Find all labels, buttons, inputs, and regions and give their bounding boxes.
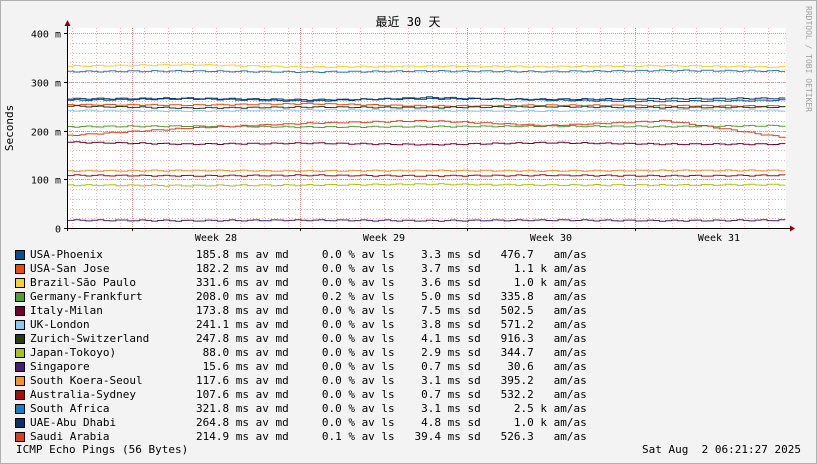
legend-series-name: Germany-Frankfurt <box>30 290 143 303</box>
legend-series-name: Saudi Arabia <box>30 430 110 443</box>
legend-series-name: Australia-Sydney <box>30 388 136 401</box>
series-layer <box>68 63 786 222</box>
legend-swatch <box>15 264 25 274</box>
y-tick-label: 100 m <box>31 176 61 187</box>
legend-swatch <box>15 390 25 400</box>
axes: 0 100 m 200 m 300 m 400 m Week 28 Week 29 Week … <box>31 20 795 244</box>
series-line <box>68 183 786 187</box>
legend-swatch <box>15 418 25 428</box>
legend-series-stats: 182.2 ms av md 0.0 % av ls 3.7 ms sd 1.1… <box>196 262 587 275</box>
legend-series-stats: 321.8 ms av md 0.0 % av ls 3.1 ms sd 2.5… <box>196 402 587 415</box>
series-line <box>68 102 786 108</box>
legend-series-stats: 247.8 ms av md 0.0 % av ls 4.1 ms sd 916… <box>196 332 587 345</box>
x-tick-label: Week 28 <box>195 233 237 244</box>
legend-series-name: Singapore <box>30 360 90 373</box>
series-line <box>68 96 786 103</box>
x-tick-label: Week 31 <box>698 233 740 244</box>
legend-swatch <box>15 292 25 302</box>
series-line <box>68 174 786 177</box>
y-tick-label: 300 m <box>31 79 61 90</box>
series-line <box>68 105 786 109</box>
legend-series-stats: 88.0 ms av md 0.0 % av ls 2.9 ms sd 344.… <box>196 346 587 359</box>
series-line <box>68 63 786 69</box>
legend-swatch <box>15 348 25 358</box>
x-tick-label: Week 29 <box>363 233 405 244</box>
chart-title: 最近 30 天 <box>376 15 441 29</box>
series-line <box>68 109 786 112</box>
series-line <box>68 219 786 222</box>
legend-swatch <box>15 432 25 442</box>
legend-series-stats: 208.0 ms av md 0.2 % av ls 5.0 ms sd 335… <box>196 290 587 303</box>
legend-series-stats: 15.6 ms av md 0.0 % av ls 0.7 ms sd 30.6… <box>196 360 587 373</box>
legend-swatch <box>15 404 25 414</box>
legend-swatch <box>15 320 25 330</box>
y-axis-label: Seconds <box>3 105 16 151</box>
series-line <box>68 141 786 146</box>
footer-probe-label: ICMP Echo Pings (56 Bytes) <box>16 443 189 456</box>
legend-series-name: Zurich-Switzerland <box>30 332 150 345</box>
legend-series-stats: 173.8 ms av md 0.0 % av ls 7.5 ms sd 502… <box>196 304 587 317</box>
series-line <box>68 69 785 73</box>
legend-swatch <box>15 306 25 316</box>
x-tick-label: Week 30 <box>530 233 572 244</box>
legend-swatch <box>15 376 25 386</box>
legend-swatch <box>15 362 25 372</box>
legend-series-stats: 117.6 ms av md 0.0 % av ls 3.1 ms sd 395… <box>196 374 587 387</box>
legend-series-name: UAE-Abu Dhabi <box>30 416 117 429</box>
series-line <box>68 124 786 129</box>
minor-grid <box>67 28 786 228</box>
y-tick-label: 0 <box>55 225 61 236</box>
series-line <box>68 169 786 172</box>
legend-series-name: Brazil-São Paulo <box>30 276 136 289</box>
legend-swatch <box>15 278 25 288</box>
legend-series-name: Italy-Milan <box>30 304 103 317</box>
footer-timestamp: Sat Aug 2 06:21:27 2025 <box>642 443 801 456</box>
legend-series-name: USA-Phoenix <box>30 248 103 261</box>
legend-series-stats: 331.6 ms av md 0.0 % av ls 3.6 ms sd 1.0… <box>196 276 587 289</box>
legend-series-stats: 264.8 ms av md 0.0 % av ls 4.8 ms sd 1.0… <box>196 416 587 429</box>
legend-series-stats: 107.6 ms av md 0.0 % av ls 0.7 ms sd 532… <box>196 388 587 401</box>
legend-series-name: UK-London <box>30 318 90 331</box>
legend-swatch <box>15 334 25 344</box>
series-line <box>68 119 786 139</box>
legend-swatch <box>15 250 25 260</box>
series-line <box>68 97 786 101</box>
y-tick-label: 200 m <box>31 128 61 139</box>
x-axis-arrow <box>790 225 795 232</box>
y-axis-arrow <box>64 20 71 26</box>
legend-series-name: USA-San Jose <box>30 262 110 275</box>
plot-area <box>67 28 786 229</box>
watermark: RRDTOOL / TOBI OETIKER <box>804 6 813 112</box>
legend-series-name: South Africa <box>30 402 110 415</box>
legend-series-stats: 241.1 ms av md 0.0 % av ls 3.8 ms sd 571… <box>196 318 587 331</box>
legend-series-name: Japan-Tokoyo) <box>30 346 117 359</box>
legend-series-stats: 214.9 ms av md 0.1 % av ls 39.4 ms sd 52… <box>196 430 587 443</box>
legend-series-name: South Koera-Seoul <box>30 374 143 387</box>
y-tick-label: 400 m <box>31 30 61 41</box>
legend-series-stats: 185.8 ms av md 0.0 % av ls 3.3 ms sd 476… <box>196 248 587 261</box>
